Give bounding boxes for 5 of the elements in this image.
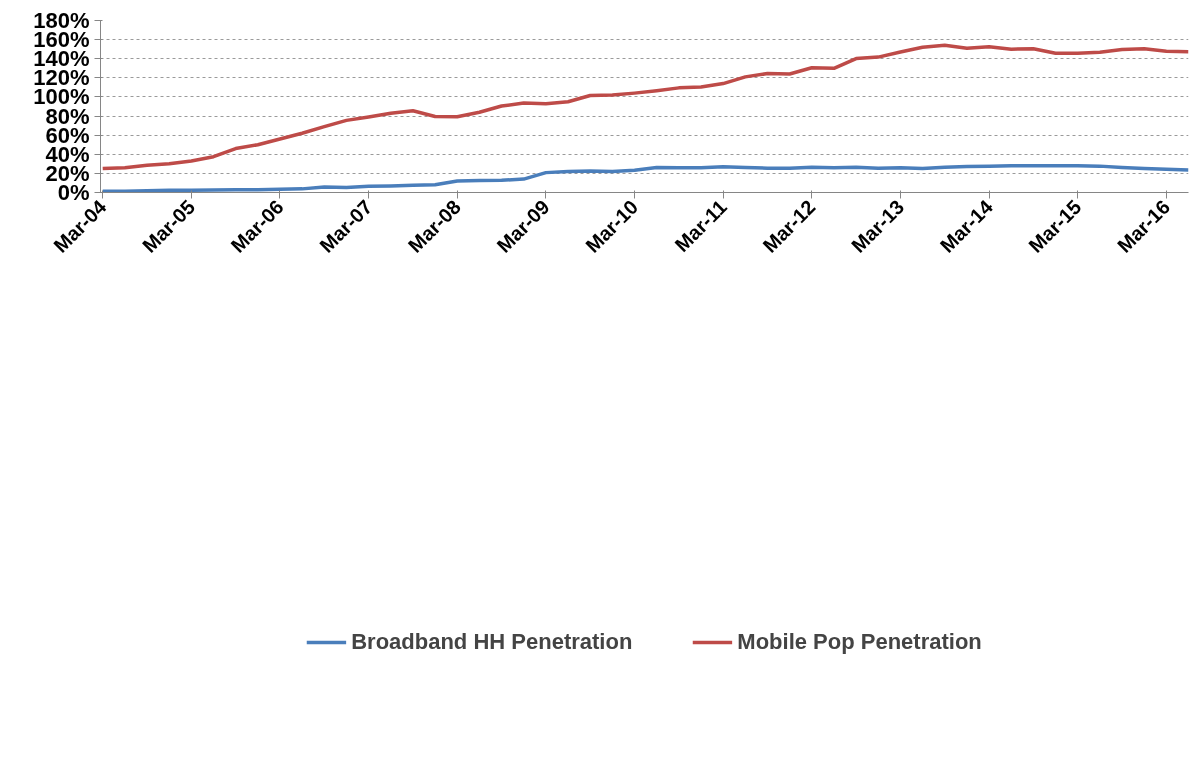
y-tick-label: 0% bbox=[57, 180, 90, 205]
legend-label: Broadband HH Penetration bbox=[351, 628, 633, 655]
y-tick-label: 180% bbox=[33, 8, 90, 33]
line-series bbox=[100, 43, 1189, 171]
legend-label: Mobile Pop Penetration bbox=[737, 628, 982, 655]
